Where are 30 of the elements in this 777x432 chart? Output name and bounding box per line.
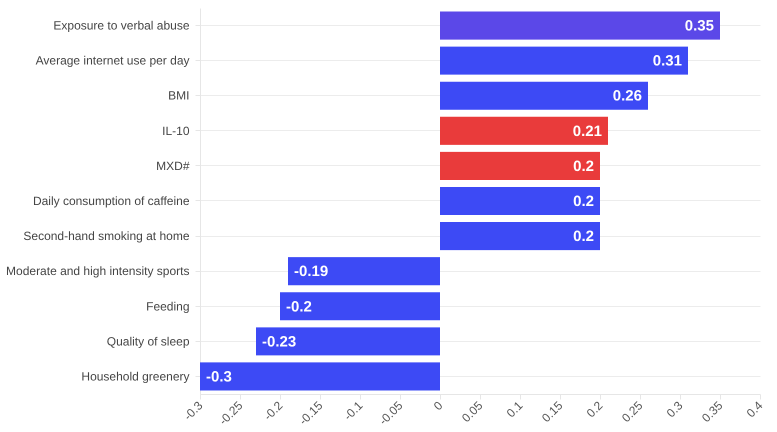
data-label: -0.23 — [262, 333, 296, 350]
x-tick-label: -0.3 — [180, 398, 206, 424]
data-label: 0.35 — [684, 18, 714, 35]
data-label: -0.2 — [286, 298, 312, 316]
data-label: 0.2 — [573, 158, 594, 175]
x-tick-label: 0.2 — [584, 398, 606, 420]
data-label: 0.31 — [652, 52, 682, 70]
data-label: 0.26 — [612, 88, 642, 105]
y-tick-label: Second-hand smoking at home — [23, 229, 190, 244]
y-tick-label: Average internet use per day — [36, 54, 190, 68]
x-tick-label: 0.1 — [504, 398, 526, 420]
x-tick-label: -0.2 — [260, 398, 286, 424]
y-tick-label: Exposure to verbal abuse — [53, 18, 190, 33]
y-tick-label: IL-10 — [162, 124, 190, 138]
x-tick-label: 0 — [430, 398, 446, 414]
y-tick-label: BMI — [168, 88, 190, 103]
x-tick-label: -0.1 — [340, 398, 366, 424]
y-tick-label: Household greenery — [81, 369, 190, 384]
x-tick-label: 0.4 — [744, 398, 766, 420]
y-tick-label: Quality of sleep — [106, 334, 190, 348]
x-tick-label: 0.3 — [664, 398, 686, 420]
data-label: 0.2 — [573, 193, 594, 210]
y-tick-label: MXD# — [156, 158, 190, 173]
data-label: -0.19 — [294, 263, 328, 280]
y-tick-label: Daily consumption of caffeine — [32, 194, 190, 208]
y-tick-label: Feeding — [146, 299, 190, 314]
data-label: 0.21 — [572, 122, 602, 140]
data-label: 0.2 — [573, 228, 594, 246]
data-label: -0.3 — [206, 368, 232, 386]
y-tick-label: Moderate and high intensity sports — [6, 264, 190, 278]
